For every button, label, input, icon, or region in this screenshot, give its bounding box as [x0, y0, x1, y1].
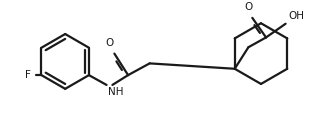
Text: OH: OH: [289, 11, 305, 21]
Text: O: O: [244, 2, 253, 12]
Text: NH: NH: [108, 87, 123, 97]
Text: F: F: [25, 70, 31, 80]
Text: O: O: [105, 38, 114, 48]
